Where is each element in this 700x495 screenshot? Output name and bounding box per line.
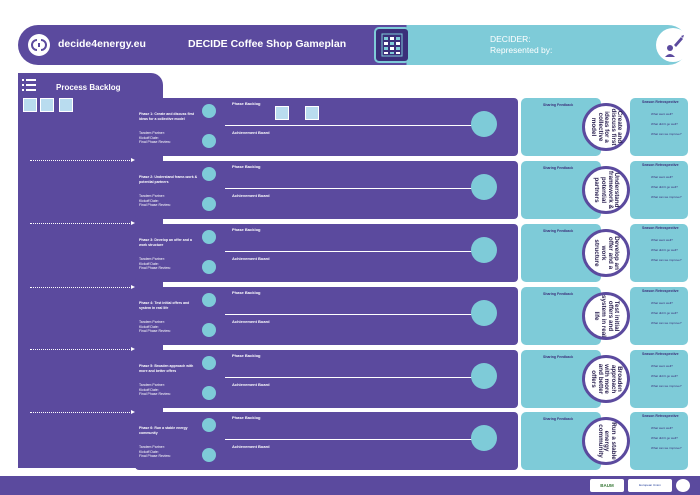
phase-backlog-label: Phase Backlog [232, 227, 261, 232]
backlog-arrow-icon [202, 418, 216, 432]
phase-meta: Tandem Partner: Kickoff Date: Final Phase … [139, 445, 171, 458]
season-retrospective-3[interactable]: Season Retrospective What went well? What… [630, 224, 688, 282]
phase-row-3: Phase 3: Develop an offer and a work str… [135, 224, 518, 282]
phase-row-6: Phase 6: Run a stable energy community T… [135, 412, 518, 470]
backlog-card[interactable] [59, 98, 73, 112]
task-card[interactable] [305, 106, 319, 120]
season-retrospective-2[interactable]: Season Retrospective What went well? What… [630, 161, 688, 219]
achievement-board-label: Achievement Board [232, 382, 270, 387]
phase-row-5: Phase 5: Broaden approach with more and … [135, 350, 518, 408]
mountain-flag-icon [202, 386, 216, 400]
season-retrospective-4[interactable]: Season Retrospective What went well? What… [630, 287, 688, 345]
phase-name: Phase 4: Test initial offers and system … [139, 301, 190, 310]
team-meeting-icon [471, 300, 497, 326]
phase-divider [225, 314, 495, 315]
phase-goal-3: Develop an offer and a work structure [582, 229, 630, 277]
footer-bar [0, 476, 700, 495]
task-card[interactable] [275, 106, 289, 120]
board-grid-icon [374, 27, 410, 63]
phase-goal-1: Create and discuss first ideas for a col… [582, 103, 630, 151]
team-meeting-icon [471, 237, 497, 263]
achievement-board-label: Achievement Board [232, 256, 270, 261]
phase-backlog-label: Phase Backlog [232, 164, 261, 169]
backlog-arrow-icon [202, 293, 216, 307]
mountain-flag-icon [202, 260, 216, 274]
connector-arrow [131, 410, 135, 414]
connector-arrow [131, 221, 135, 225]
rocket-person-icon [656, 28, 690, 62]
phase-name: Phase 1: Create and discuss first ideas … [139, 112, 195, 121]
eu-logo: European Union [628, 479, 672, 492]
connector-arrow [131, 158, 135, 162]
phase-row-4: Phase 4: Test initial offers and system … [135, 287, 518, 345]
mountain-flag-icon [202, 448, 216, 462]
phase-goal-6: Run a stable energy community [582, 417, 630, 465]
connector-line [30, 223, 130, 224]
phase-goal-4: Test initial offers and system in real l… [582, 292, 630, 340]
achievement-board-label: Achievement Board [232, 319, 270, 324]
decide-logo-icon [28, 34, 50, 56]
phase-name: Phase 2: Understand frame-work & potenti… [139, 175, 198, 184]
phase-backlog-label: Phase Backlog [232, 290, 261, 295]
season-retrospective-1[interactable]: Season Retrospective What went well? What… [630, 98, 688, 156]
phase-name: Phase 6: Run a stable energy community [139, 426, 188, 435]
backlog-list-icon [22, 79, 36, 91]
season-retrospective-6[interactable]: Season Retrospective What went well? What… [630, 412, 688, 470]
phase-divider [225, 439, 495, 440]
phase-backlog-label: Phase Backlog [232, 415, 261, 420]
mountain-flag-icon [202, 197, 216, 211]
connector-line [30, 160, 130, 161]
brand-name: decide4energy.eu [58, 38, 146, 50]
backlog-arrow-icon [202, 167, 216, 181]
phase-goal-2: Understand framework & potential partner… [582, 166, 630, 214]
season-retrospective-5[interactable]: Season Retrospective What went well? What… [630, 350, 688, 408]
connector-arrow [131, 347, 135, 351]
baum-logo: BAUM [590, 479, 624, 492]
phase-name: Phase 5: Broaden approach with more and … [139, 364, 194, 373]
decide-footer-logo-icon [676, 479, 690, 492]
phase-row-2: Phase 2: Understand frame-work & potenti… [135, 161, 518, 219]
connector-line [30, 349, 130, 350]
achievement-board-label: Achievement Board [232, 444, 270, 449]
backlog-card[interactable] [40, 98, 54, 112]
achievement-board-label: Achievement Board [232, 130, 270, 135]
phase-name: Phase 3: Develop an offer and a work str… [139, 238, 192, 247]
backlog-arrow-icon [202, 104, 216, 118]
phase-backlog-label: Phase Backlog [232, 353, 261, 358]
connector-line [30, 412, 130, 413]
sharing-feedback-6[interactable]: Sharing Feedback [521, 412, 601, 470]
achievement-board-label: Achievement Board [232, 193, 270, 198]
team-meeting-icon [471, 174, 497, 200]
header-bar: decide4energy.eu DECIDE Coffee Shop Game… [18, 25, 690, 65]
phase-meta: Tandem Partner: Kickoff Date: Final Phase … [139, 131, 171, 144]
mountain-flag-icon [202, 134, 216, 148]
phase-meta: Tandem Partner: Kickoff Date: Final Phase … [139, 194, 171, 207]
phase-row-1: Phase 1: Create and discuss first ideas … [135, 98, 518, 156]
phase-divider [225, 251, 495, 252]
mountain-flag-icon [202, 323, 216, 337]
backlog-card[interactable] [23, 98, 37, 112]
decider-block: DECIDER: Represented by: [490, 34, 552, 56]
phase-goal-5: Broaden approach with more and better of… [582, 355, 630, 403]
represented-label: Represented by: [490, 45, 553, 55]
phase-meta: Tandem Partner: Kickoff Date: Final Phase … [139, 383, 171, 396]
decider-label: DECIDER: [490, 34, 531, 44]
backlog-arrow-icon [202, 230, 216, 244]
page-title: DECIDE Coffee Shop Gameplan [188, 38, 347, 50]
team-meeting-icon [471, 425, 497, 451]
backlog-arrow-icon [202, 356, 216, 370]
phase-divider [225, 125, 495, 126]
team-meeting-icon [471, 363, 497, 389]
phase-meta: Tandem Partner: Kickoff Date: Final Phase … [139, 257, 171, 270]
phase-divider [225, 377, 495, 378]
phase-meta: Tandem Partner: Kickoff Date: Final Phase … [139, 320, 171, 333]
connector-arrow [131, 285, 135, 289]
connector-line [30, 287, 130, 288]
process-backlog-title: Process Backlog [56, 83, 121, 92]
phase-backlog-label: Phase Backlog [232, 101, 261, 106]
team-meeting-icon [471, 111, 497, 137]
phase-divider [225, 188, 495, 189]
